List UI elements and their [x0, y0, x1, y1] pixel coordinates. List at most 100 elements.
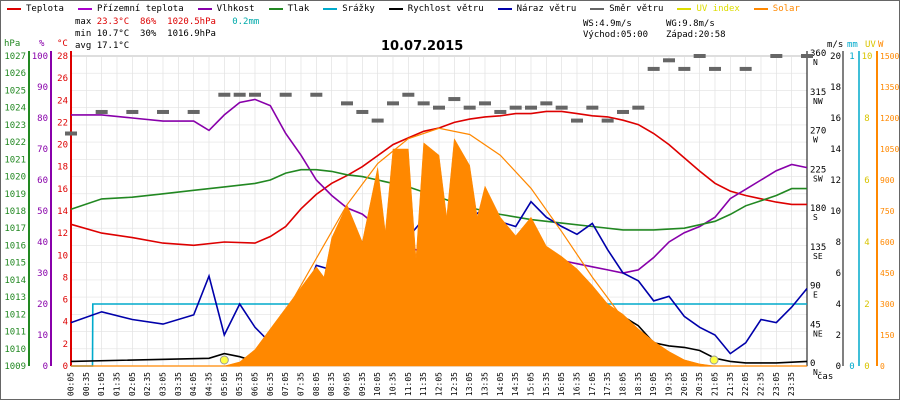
tick-label-uv: 10 [862, 52, 873, 62]
stat-sunset: Západ:20:58 [666, 30, 726, 40]
tick-label-time: 07:35 [296, 372, 305, 396]
tick-label-pressure: 1011 [4, 328, 26, 338]
tick-label-direction: 0 [810, 359, 815, 369]
tick-label-humidity: 70 [37, 145, 48, 155]
tick-label-time: 06:05 [250, 372, 259, 396]
tick-label-pressure: 1012 [4, 310, 26, 320]
tick-label-temperature: 2 [63, 340, 68, 350]
legend-swatch [677, 8, 692, 10]
tick-label-uv: 0 [864, 362, 869, 372]
wind-direction-mark [770, 54, 783, 58]
tick-label-time: 20:05 [680, 372, 689, 396]
tick-label-time: 23:35 [787, 372, 796, 396]
tick-label-time: 07:05 [281, 372, 290, 396]
tick-label-humidity: 0 [43, 362, 48, 372]
tick-label-temperature: 14 [57, 207, 68, 217]
tick-label-pressure: 1013 [4, 293, 26, 303]
tick-label-direction: 315 [810, 88, 826, 98]
tick-label-uv: 2 [864, 300, 869, 310]
stat-label: avg [75, 41, 92, 51]
tick-label-humidity: 30 [37, 269, 48, 279]
wind-direction-mark [678, 66, 691, 71]
tick-label-time: 06:35 [266, 372, 275, 396]
tick-label-time: 02:35 [143, 372, 152, 396]
tick-label-temperature: 28 [57, 52, 68, 62]
tick-label-uv: 8 [864, 114, 869, 124]
tick-label-time: 14:05 [496, 372, 505, 396]
tick-label-time: 12:35 [450, 372, 459, 396]
legend-label: Směr větru [609, 4, 664, 14]
tick-label-time: 05:35 [235, 372, 244, 396]
tick-label-wind: 18 [830, 83, 841, 93]
tick-label-temperature: 18 [57, 163, 68, 173]
tick-label-direction: 45 [810, 320, 821, 330]
tick-label-solar: 900 [880, 176, 895, 185]
tick-label-pressure: 1022 [4, 138, 26, 148]
tick-label-time: 01:35 [112, 372, 121, 396]
tick-label-solar: 0 [880, 362, 885, 371]
tick-label-time: 10:35 [388, 372, 397, 396]
tick-label-time: 00:05 [66, 372, 75, 396]
legend-swatch [497, 8, 512, 10]
axis-unit-solar: W [878, 40, 884, 50]
wind-direction-mark [571, 118, 583, 123]
tick-label-direction: 225 [810, 165, 826, 175]
tick-label-compass: N [813, 58, 818, 67]
legend-swatch [268, 8, 283, 10]
legend-item: Srážky [323, 1, 375, 17]
tick-label-wind: 4 [836, 300, 841, 310]
tick-label-time: 08:05 [312, 372, 321, 396]
tick-label-temperature: 16 [57, 185, 68, 195]
stat-max-temp: 23.3°C [96, 17, 130, 27]
tick-label-solar: 750 [880, 207, 895, 216]
wind-direction-mark [126, 109, 139, 114]
tick-label-time: 16:35 [572, 372, 581, 396]
tick-label-time: 00:35 [82, 372, 91, 396]
tick-label-wind: 10 [830, 207, 841, 217]
tick-label-solar: 300 [880, 300, 895, 309]
wind-direction-mark [448, 97, 461, 102]
legend-swatch [753, 8, 768, 10]
axis-unit-wind: m/s [827, 40, 843, 50]
tick-label-time: 21:05 [710, 372, 719, 396]
tick-label-humidity: 80 [37, 114, 48, 124]
wind-direction-mark [341, 101, 353, 106]
stat-min-humidity: 30% [140, 29, 157, 39]
tick-label-wind: 12 [830, 176, 841, 186]
legend-label: Vlhkost [216, 4, 255, 14]
tick-label-direction: 90 [810, 282, 821, 292]
tick-label-solar: 1050 [880, 145, 899, 154]
tick-label-rain: 0 [849, 362, 854, 372]
tick-label-compass: NW [813, 97, 823, 106]
tick-label-humidity: 90 [37, 83, 48, 93]
wind-direction-mark [310, 92, 323, 97]
wind-direction-mark [233, 92, 246, 97]
tick-label-time: 09:35 [358, 372, 367, 396]
tick-label-time: 03:35 [174, 372, 183, 396]
legend-label: Srážky [342, 4, 375, 14]
tick-label-humidity: 50 [37, 207, 48, 217]
stat-rain: 0.2mm [232, 17, 260, 27]
tick-label-time: 20:35 [695, 372, 704, 396]
tick-label-pressure: 1025 [4, 86, 26, 96]
tick-label-time: 04:35 [204, 372, 213, 396]
tick-label-pressure: 1009 [4, 362, 26, 372]
tick-label-time: 18:05 [618, 372, 627, 396]
wind-direction-mark [494, 109, 507, 114]
tick-label-wind: 6 [836, 269, 841, 279]
wind-direction-mark [663, 58, 675, 63]
wind-direction-mark [479, 101, 491, 106]
tick-label-time: 17:05 [588, 372, 597, 396]
wind-direction-mark [709, 66, 721, 71]
legend-item: Tlak [268, 1, 309, 17]
tick-label-rain: 1 [849, 52, 854, 62]
wind-direction-mark [187, 109, 200, 114]
tick-label-pressure: 1020 [4, 173, 26, 183]
wind-direction-mark [95, 109, 108, 114]
series-teplota [70, 110, 807, 247]
sunrise-marker [219, 355, 229, 365]
wind-direction-mark [555, 105, 568, 110]
wind-direction-mark [801, 54, 813, 58]
tick-label-time: 11:05 [404, 372, 413, 396]
